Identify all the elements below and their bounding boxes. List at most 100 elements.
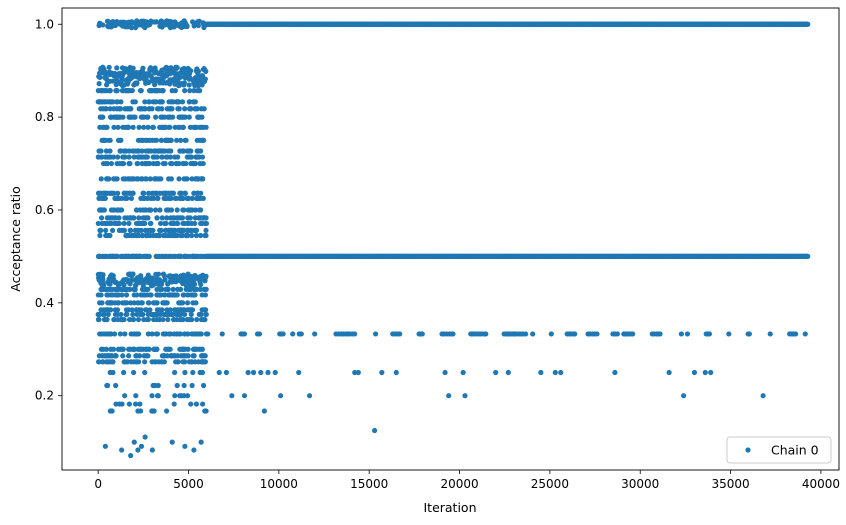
data-point bbox=[158, 137, 164, 143]
data-point bbox=[104, 286, 110, 292]
data-point bbox=[97, 114, 104, 120]
data-point bbox=[746, 331, 752, 337]
data-point bbox=[144, 232, 150, 239]
data-point bbox=[115, 346, 121, 352]
data-point bbox=[125, 124, 132, 130]
data-point bbox=[119, 82, 126, 89]
data-point bbox=[140, 22, 146, 28]
data-point bbox=[143, 148, 149, 154]
data-point bbox=[493, 369, 499, 376]
data-point bbox=[152, 137, 158, 143]
data-point bbox=[530, 331, 536, 337]
data-point bbox=[120, 346, 126, 352]
data-point bbox=[123, 292, 130, 298]
data-point bbox=[187, 75, 193, 81]
data-point bbox=[190, 78, 196, 84]
data-point bbox=[108, 160, 115, 167]
data-point bbox=[189, 253, 196, 260]
data-point bbox=[138, 195, 144, 201]
data-point bbox=[116, 292, 122, 298]
data-point bbox=[708, 369, 714, 376]
data-point bbox=[201, 106, 207, 112]
data-point bbox=[181, 80, 188, 86]
data-point bbox=[102, 443, 108, 449]
data-point bbox=[278, 393, 284, 399]
data-point bbox=[192, 124, 198, 130]
data-point bbox=[177, 346, 183, 352]
data-point bbox=[185, 292, 191, 298]
data-point bbox=[101, 88, 108, 94]
data-point bbox=[194, 69, 201, 76]
data-point bbox=[117, 148, 123, 154]
data-point bbox=[103, 346, 109, 352]
data-point bbox=[179, 148, 185, 154]
data-point bbox=[681, 393, 687, 399]
data-point bbox=[140, 292, 146, 298]
data-point bbox=[101, 137, 107, 143]
data-point bbox=[189, 160, 195, 167]
data-point bbox=[135, 316, 142, 323]
x-tick-label: 35000 bbox=[711, 477, 749, 491]
data-point bbox=[96, 148, 102, 154]
data-point bbox=[132, 286, 138, 292]
data-point bbox=[450, 331, 456, 337]
data-point bbox=[155, 160, 161, 167]
data-point bbox=[152, 88, 158, 94]
data-point bbox=[148, 220, 154, 227]
data-point bbox=[136, 215, 142, 221]
data-point bbox=[193, 195, 200, 201]
data-point bbox=[169, 77, 175, 84]
data-point bbox=[108, 346, 114, 352]
data-point bbox=[122, 66, 129, 72]
data-point bbox=[107, 408, 113, 414]
data-point bbox=[95, 220, 101, 227]
data-point bbox=[167, 346, 173, 352]
data-point bbox=[199, 154, 206, 160]
data-point bbox=[180, 124, 186, 130]
data-point bbox=[135, 154, 142, 160]
data-point bbox=[168, 176, 174, 182]
data-point bbox=[159, 148, 165, 154]
data-point bbox=[151, 148, 158, 154]
data-point bbox=[144, 253, 151, 260]
data-point bbox=[105, 300, 111, 306]
data-point bbox=[167, 278, 174, 284]
data-point bbox=[153, 359, 159, 365]
data-point bbox=[104, 382, 111, 389]
data-point bbox=[146, 346, 152, 352]
data-point bbox=[172, 369, 178, 376]
data-point bbox=[181, 331, 188, 337]
data-point bbox=[186, 207, 192, 213]
data-point bbox=[219, 331, 225, 337]
data-point bbox=[101, 311, 107, 318]
data-point bbox=[191, 353, 197, 359]
data-point bbox=[115, 190, 121, 196]
data-point bbox=[216, 369, 222, 376]
data-point bbox=[142, 220, 148, 227]
data-point bbox=[202, 316, 208, 323]
y-tick-label: 0.2 bbox=[35, 389, 54, 403]
data-point bbox=[116, 106, 122, 112]
data-point bbox=[145, 331, 151, 337]
data-point bbox=[135, 300, 141, 306]
x-tick-label: 0 bbox=[94, 477, 102, 491]
data-point bbox=[150, 160, 157, 167]
data-point bbox=[245, 369, 251, 376]
data-point bbox=[134, 331, 140, 337]
data-point bbox=[419, 331, 425, 337]
data-point bbox=[250, 369, 257, 376]
data-point bbox=[98, 227, 104, 234]
y-tick-label: 0.8 bbox=[35, 110, 54, 124]
data-point bbox=[136, 106, 142, 112]
data-point bbox=[106, 64, 112, 70]
data-point bbox=[130, 316, 137, 323]
data-point bbox=[110, 207, 116, 213]
data-point bbox=[157, 99, 163, 105]
data-point bbox=[150, 124, 156, 130]
data-point bbox=[135, 447, 141, 453]
x-tick-label: 15000 bbox=[350, 477, 388, 491]
data-point bbox=[190, 300, 196, 306]
data-point bbox=[134, 80, 140, 86]
data-point bbox=[298, 331, 304, 337]
data-point bbox=[196, 18, 202, 24]
